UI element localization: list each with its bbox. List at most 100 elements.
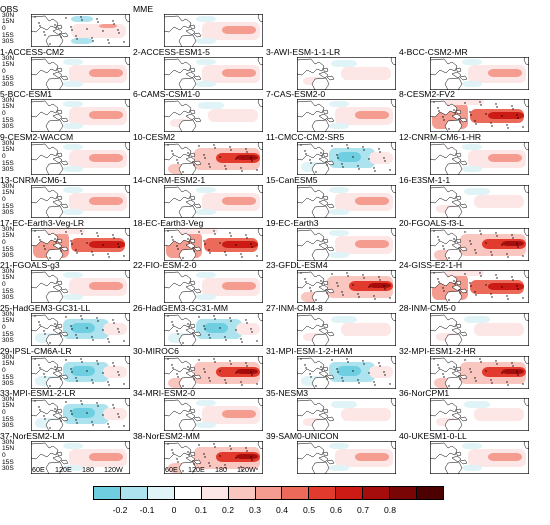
- map-field: [164, 270, 263, 304]
- colorbar-tick-label: -0.2: [112, 505, 128, 515]
- map-panel: 29-IPSL-CM6A-LR 30N 15N 0 15S 30S: [0, 346, 133, 390]
- map-field: [31, 99, 130, 133]
- panel-title: 12-CNRM-CM6-1-HR: [399, 132, 482, 143]
- lat-label: 15N: [2, 188, 15, 196]
- panel-title: 38-NorESM2-MM: [133, 431, 200, 441]
- lat-label: 30N: [2, 54, 15, 62]
- lat-label: 15S: [2, 74, 14, 82]
- colorbar-tick-label: 0.1: [195, 505, 207, 515]
- map-field: [164, 312, 263, 346]
- map-field: [430, 227, 529, 261]
- lat-label: 30S: [2, 422, 14, 430]
- panel-title: 3-AWI-ESM-1-1-LR: [266, 46, 341, 57]
- colorbar-segment: [417, 487, 443, 499]
- panel-title: 14-CNRM-ESM2-1: [133, 174, 206, 185]
- colorbar-segment: [336, 487, 364, 499]
- map-panel: 9-CESM2-WACCM 30N 15N 0 15S 30S: [0, 132, 133, 176]
- lat-label: 30N: [2, 140, 15, 148]
- lat-label: 0: [2, 153, 6, 161]
- map-field: [297, 398, 396, 432]
- map-field: [31, 227, 130, 261]
- map-field: [430, 312, 529, 346]
- map-panel: 37-NorESM2-LM 30N 15N 0 15S 30S: [0, 431, 133, 475]
- colorbar-tick-label: 0.3: [249, 505, 261, 515]
- lat-label: 30S: [2, 80, 14, 88]
- map-panel: 6-CAMS-CSM1-0: [133, 89, 266, 133]
- colorbar-tick-label: -0.1: [139, 505, 155, 515]
- map-panel: 17-EC-Earth3-Veg-LR 30N 15N 0 15S 30S: [0, 218, 133, 262]
- lat-label: 0: [2, 452, 6, 459]
- panel-title: 27-INM-CM4-8: [266, 302, 323, 313]
- colorbar-tick-label: 0: [171, 505, 177, 515]
- lat-label: 15N: [2, 445, 15, 452]
- lat-label: 0: [2, 238, 6, 246]
- map-panel: 1-ACCESS-CM2 30N 15N 0 15S 30S: [0, 47, 133, 91]
- lat-label: 15N: [2, 316, 15, 324]
- map-panel: 31-MPI-ESM-1-2-HAM: [266, 346, 399, 390]
- map-panel: 39-SAM0-UNICON: [266, 431, 399, 475]
- map-panel: 35-NESM3: [266, 388, 399, 432]
- lon-label-180: 180: [82, 465, 94, 474]
- colorbar-segment: [174, 487, 202, 499]
- lat-label: 30S: [2, 166, 14, 174]
- colorbar-segment: [282, 487, 310, 499]
- map-panel: 26-HadGEM3-GC31-MM: [133, 303, 266, 347]
- colorbar-segment: [363, 487, 391, 499]
- panel-title: 16-E3SM-1-1: [399, 174, 451, 185]
- lat-label: 15S: [2, 117, 14, 125]
- colorbar-segment: [309, 487, 337, 499]
- colorbar-segment: [94, 487, 121, 499]
- lat-label: 30S: [2, 465, 14, 472]
- lat-label: 30N: [2, 225, 15, 233]
- panel-title: 24-GISS-E2-1-H: [399, 260, 463, 271]
- lat-label: 15S: [2, 459, 14, 466]
- map-field: [430, 142, 529, 176]
- map-panel: 30-MIROC6: [133, 346, 266, 390]
- map-panel: 38-NorESM2-MM: [133, 431, 266, 475]
- lat-label: 30N: [2, 353, 15, 361]
- panel-title: 28-INM-CM5-0: [399, 302, 456, 313]
- lon-label-120w: 120W: [104, 465, 123, 474]
- map-panel: 20-FGOALS-f3-L: [399, 218, 532, 262]
- colorbar-segment: [390, 487, 418, 499]
- lat-label: 30S: [2, 38, 14, 45]
- map-field: [164, 14, 263, 47]
- lat-label: 30N: [2, 12, 15, 19]
- colorbar: [93, 486, 444, 500]
- map-field: [430, 56, 529, 90]
- map-field: [164, 56, 263, 90]
- map-panel: 18-EC-Earth3-Veg: [133, 218, 266, 262]
- map-panel: 22-FIO-ESM-2-0: [133, 260, 266, 304]
- map-field: [430, 398, 529, 432]
- map-panel: 3-AWI-ESM-1-1-LR: [266, 47, 399, 91]
- lon-label-120w: 120W: [237, 465, 256, 474]
- panel-title: 6-CAMS-CSM1-0: [133, 89, 200, 100]
- map-panel: 21-FGOALS-g3 30N 15N 0 15S 30S: [0, 260, 133, 304]
- panel-title: 7-CAS-ESM2-0: [266, 89, 326, 100]
- map-panel: 2-ACCESS-ESM1-5: [133, 47, 266, 91]
- colorbar-tick-label: 0.5: [303, 505, 315, 515]
- panel-title: 1-ACCESS-CM2: [0, 46, 64, 57]
- panel-title: 25-HadGEM3-GC31-LL: [0, 302, 91, 313]
- colorbar-segment: [201, 487, 229, 499]
- panel-title: 13-CNRM-CM6-1: [0, 174, 67, 185]
- map-field: [297, 142, 396, 176]
- map-field: [31, 355, 130, 389]
- map-field: [31, 142, 130, 176]
- lat-label: 15S: [2, 202, 14, 210]
- panel-title: 34-MRI-ESM2-0: [133, 388, 196, 399]
- panel-title: 30-MIROC6: [133, 345, 179, 356]
- lat-label: 30S: [2, 336, 14, 344]
- colorbar-tick-label: 0.8: [384, 505, 396, 515]
- map-field: [31, 56, 130, 90]
- panel-title: 4-BCC-CSM2-MR: [399, 46, 468, 57]
- map-field: [164, 227, 263, 261]
- lat-label: 15S: [2, 416, 14, 424]
- panel-title: 39-SAM0-UNICON: [266, 431, 339, 441]
- map-field: [297, 441, 396, 474]
- map-field: [164, 184, 263, 218]
- lat-label: 30N: [2, 268, 15, 276]
- panel-title: 21-FGOALS-g3: [0, 260, 60, 271]
- lon-label-180: 180: [215, 465, 227, 474]
- colorbar-segment: [255, 487, 283, 499]
